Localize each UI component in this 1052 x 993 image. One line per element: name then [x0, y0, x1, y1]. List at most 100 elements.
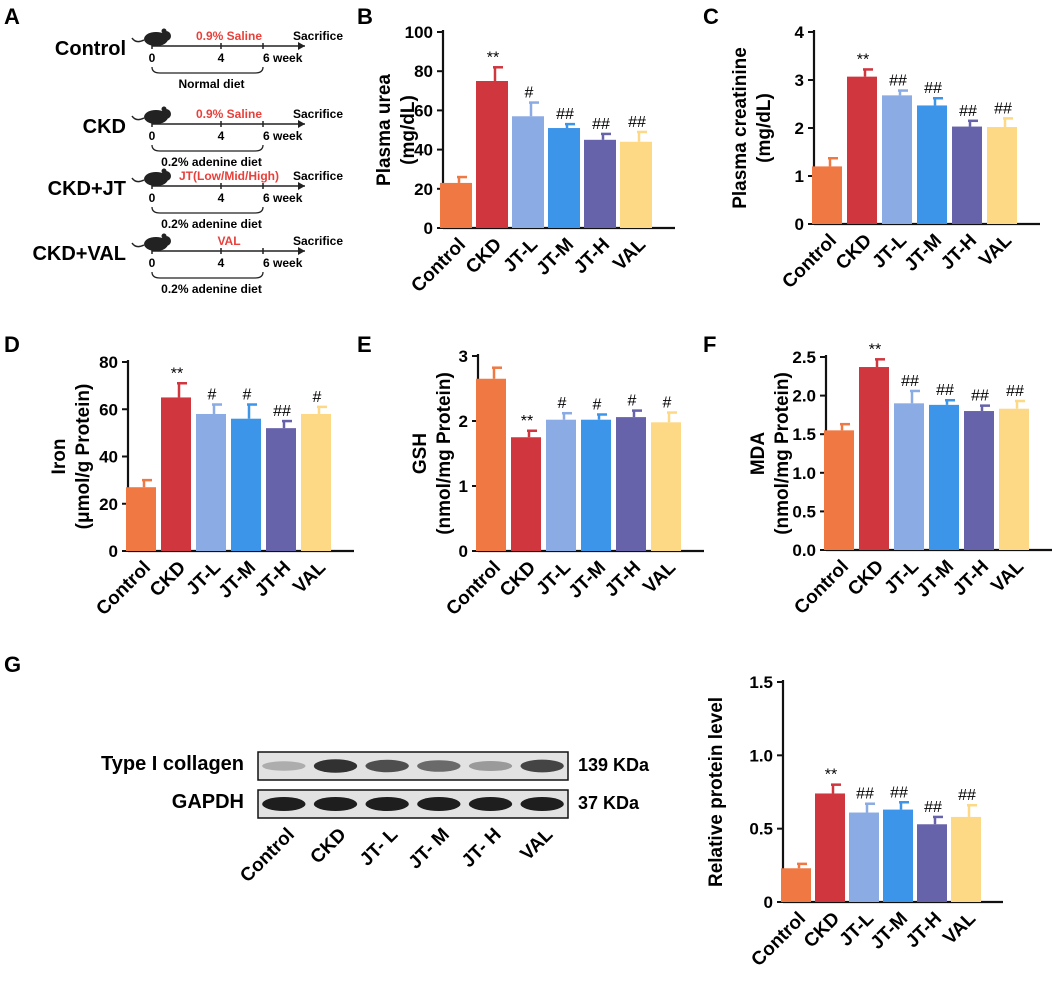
panel-letter-a: A [4, 4, 20, 29]
significance-mark: ** [487, 49, 499, 66]
blot-band [365, 797, 409, 811]
panel-letter-d: D [4, 332, 20, 357]
diet-brace [151, 206, 264, 214]
sacrifice-label: Sacrifice [293, 234, 343, 248]
blot-band [417, 797, 461, 811]
significance-mark: ## [1006, 383, 1024, 400]
chart-iron: 0 20 40 60 80 Iron (μmol/g Protein) Control ** CK… [49, 353, 354, 620]
significance-mark: # [663, 395, 672, 412]
diet-label: 0.2% adenine diet [161, 155, 262, 169]
bar-jt-h [584, 139, 616, 228]
timeline-tick-label: 6 week [263, 191, 303, 205]
blot-band [365, 759, 409, 773]
blot-strip [257, 789, 569, 819]
blot-strip [257, 751, 569, 781]
bar-control [126, 487, 156, 551]
x-tick-label: JT-M [913, 556, 958, 601]
blot-band [313, 797, 358, 811]
blot-band [520, 797, 564, 811]
timeline-tick-label: 4 [218, 129, 225, 143]
significance-mark: ## [924, 80, 942, 97]
significance-mark: ## [890, 784, 908, 801]
group-name: CKD+JT [48, 178, 126, 200]
significance-mark: # [593, 397, 602, 414]
diet-label: Normal diet [178, 77, 244, 91]
sacrifice-label: Sacrifice [293, 107, 343, 121]
significance-mark: ## [924, 799, 942, 816]
significance-mark: ## [273, 403, 291, 420]
y-tick-label: 20 [414, 180, 433, 199]
x-tick-label: CKD [832, 230, 876, 274]
bar-jt-l [196, 413, 226, 551]
y-tick-label: 0 [795, 215, 804, 234]
significance-mark: ## [628, 114, 646, 131]
y-axis-label: GSH (nmol/mg Protein) [410, 372, 455, 535]
x-tick-label: Control [778, 230, 841, 293]
y-axis-label-line: (nmol/mg Protein) [772, 372, 793, 535]
diet-brace [151, 271, 264, 279]
panel-letter-f: F [703, 332, 716, 357]
diet-brace [151, 66, 264, 74]
bar-jt-l [546, 419, 576, 551]
significance-mark: ## [901, 373, 919, 390]
bar-control [781, 868, 811, 902]
bar-val [651, 422, 681, 551]
bar-control [440, 182, 472, 228]
y-tick-label: 0 [424, 219, 433, 238]
significance-mark: ## [936, 382, 954, 399]
x-tick-label: Control [790, 556, 853, 619]
y-tick-label: 1.0 [749, 746, 773, 765]
bar-jt-m [548, 128, 580, 228]
significance-mark: ## [856, 786, 874, 803]
bar-control [476, 378, 506, 551]
x-tick-label: CKD [800, 908, 844, 952]
bar-val [987, 127, 1017, 224]
chart-relative-protein-level: 0 0.5 1.0 1.5 Relative protein level Control *… [706, 673, 1003, 971]
schematic-row: CKD+VAL 0 4 6 week VAL Sacrifice 0.2% adenine … [32, 233, 343, 296]
significance-mark: # [208, 387, 217, 404]
y-tick-label: 0 [109, 542, 118, 561]
x-tick-label: JT-H [949, 556, 993, 600]
y-tick-label: 0 [459, 542, 468, 561]
y-tick-label: 0.0 [792, 541, 816, 560]
significance-mark: # [243, 387, 252, 404]
bar-jt-m [929, 404, 959, 550]
y-tick-label: 80 [414, 62, 433, 81]
bar-jt-h [616, 417, 646, 551]
significance-mark: # [525, 85, 534, 102]
significance-mark: ** [171, 365, 183, 382]
timeline-tick-label: 4 [218, 256, 225, 270]
treatment-label: 0.9% Saline [196, 107, 262, 121]
timeline-arrowhead [298, 42, 305, 50]
x-tick-label: JT-H [251, 557, 295, 601]
sacrifice-label: Sacrifice [293, 169, 343, 183]
blot-lane-label: Control [236, 824, 299, 887]
bar-jt-h [266, 428, 296, 551]
molecular-weight-label: 139 KDa [578, 755, 650, 775]
panel-letter-c: C [703, 4, 719, 29]
y-tick-label: 1 [795, 167, 804, 186]
timeline-tick-label: 0 [149, 129, 156, 143]
group-name: CKD+VAL [32, 243, 126, 265]
timeline-tick-label: 4 [218, 191, 225, 205]
treatment-label: JT(Low/Mid/High) [179, 169, 279, 183]
mouse-icon [131, 168, 171, 186]
y-tick-label: 1.0 [792, 464, 816, 483]
y-axis-label-line: (nmol/mg Protein) [434, 372, 455, 535]
blot-lane-label: VAL [517, 824, 558, 865]
y-axis-label-line: (mg/dL) [398, 95, 419, 165]
significance-mark: ** [825, 767, 837, 784]
blot-band [468, 797, 513, 811]
y-tick-label: 20 [99, 495, 118, 514]
blot-band [262, 761, 306, 771]
bar-ckd [476, 81, 508, 228]
y-tick-label: 2.5 [792, 348, 816, 367]
blot-lane-label: JT- L [356, 824, 402, 870]
western-blot: Type I collagen 139 KDa GAPDH 37 KDa Control… [101, 751, 650, 887]
x-tick-label: JT-H [601, 557, 645, 601]
y-tick-label: 60 [414, 101, 433, 120]
